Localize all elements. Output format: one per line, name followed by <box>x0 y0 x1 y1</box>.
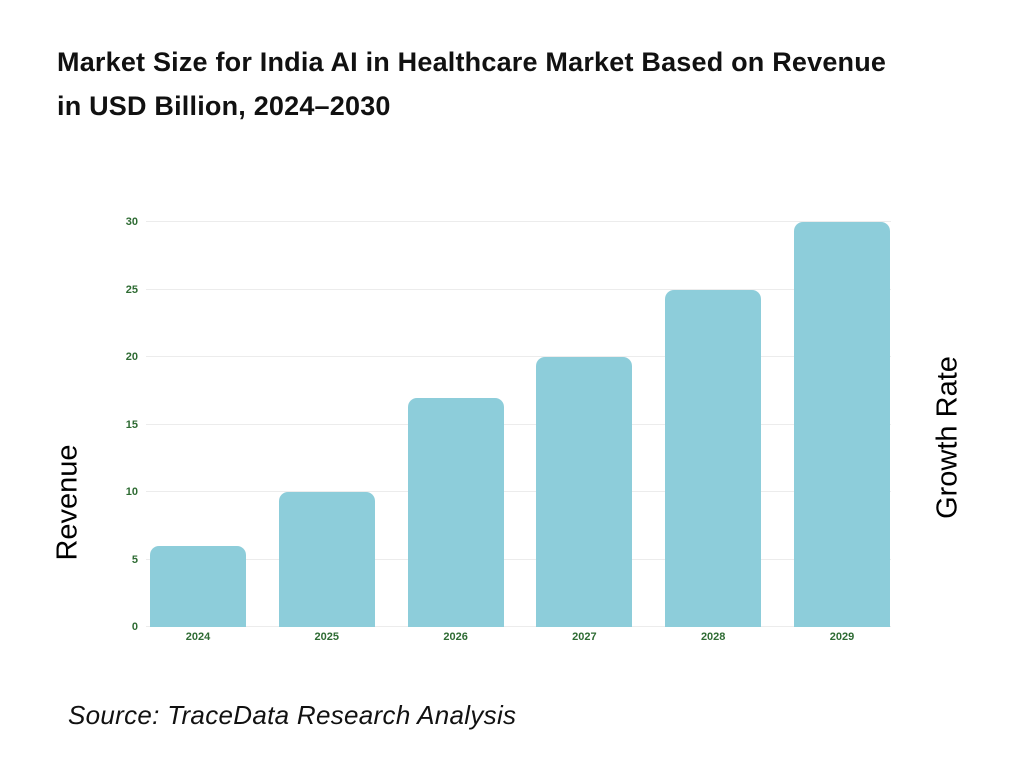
gridline-y0 <box>146 626 891 627</box>
gridline-y10 <box>146 491 891 492</box>
y-tick-label-20: 20 <box>125 351 138 363</box>
y-tick-label-10: 10 <box>125 486 138 498</box>
chart-title: Market Size for India AI in Healthcare M… <box>57 40 987 128</box>
y-axis-label-left: Revenue <box>51 444 84 561</box>
bar-2025 <box>278 492 375 627</box>
bar-2027 <box>536 357 633 627</box>
bar-2024 <box>150 546 246 627</box>
chart-title-line2: in USD Billion, 2024–2030 <box>57 91 391 121</box>
bar-2028 <box>665 289 762 627</box>
bar-2029 <box>794 222 890 627</box>
x-tick-label-2024: 2024 <box>185 631 211 643</box>
x-tick-label-2025: 2025 <box>314 631 340 643</box>
plot-area: 0 5 10 15 20 25 30 2024 2025 2026 2027 2028 2029 <box>126 216 891 643</box>
gridline-y25 <box>146 288 891 290</box>
gridline-y15 <box>146 423 891 425</box>
y-tick-label-30: 30 <box>125 216 138 228</box>
gridline-y20 <box>146 356 891 357</box>
y-tick-label-0: 0 <box>131 621 138 633</box>
x-tick-label-2027: 2027 <box>572 631 597 643</box>
y-tick-label-25: 25 <box>125 283 138 296</box>
y-tick-label-5: 5 <box>131 553 138 566</box>
x-tick-label-2026: 2026 <box>443 631 468 643</box>
chart-title-line1: Market Size for India AI in Healthcare M… <box>57 47 887 77</box>
source-note: Source: TraceData Research Analysis <box>68 700 517 730</box>
gridline-y5 <box>146 558 891 560</box>
x-tick-label-2029: 2029 <box>829 631 855 643</box>
gridline-y30 <box>146 221 891 222</box>
y-tick-label-15: 15 <box>125 418 138 431</box>
x-tick-label-2028: 2028 <box>700 631 726 643</box>
bar-2026 <box>407 397 504 627</box>
y-axis-label-right: Growth Rate <box>931 356 964 519</box>
